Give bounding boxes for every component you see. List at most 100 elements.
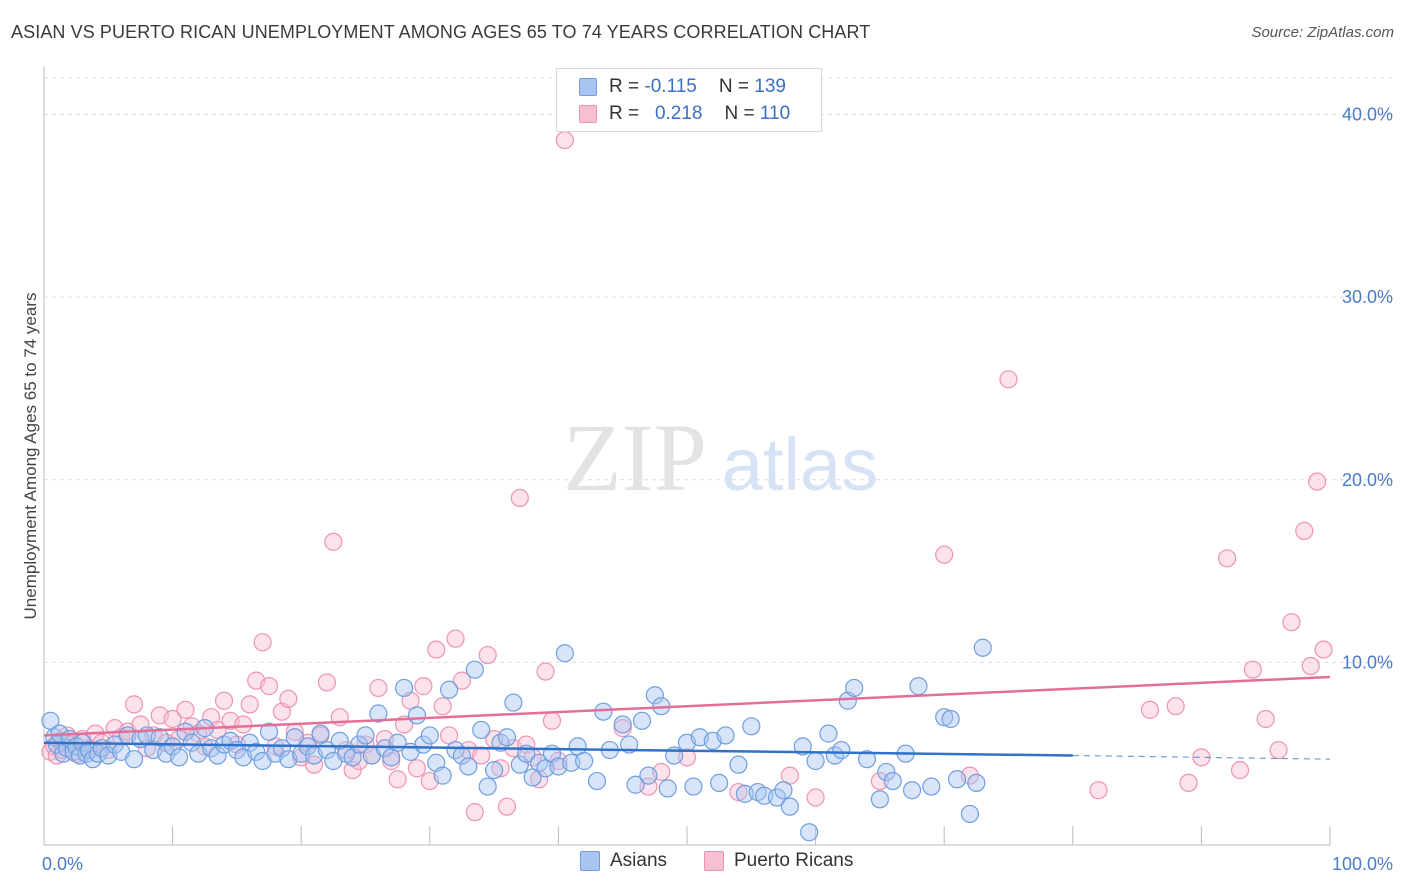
puerto-rican-point (491, 759, 510, 778)
asian-point (497, 728, 517, 747)
x-tick-label: 100.0% (1332, 854, 1393, 874)
legend-r-value-asians: -0.115 (644, 76, 697, 97)
puerto-rican-point (536, 662, 555, 681)
y-tick-label: 40.0% (1342, 105, 1393, 125)
asian-point (935, 708, 954, 727)
asian-point (587, 771, 607, 791)
y-axis-label: Unemployment Among Ages 65 to 74 years (21, 293, 40, 620)
asian-point (774, 781, 793, 800)
legend-n-value-puerto-ricans: 110 (759, 103, 791, 124)
watermark: ZIP atlas (563, 404, 878, 511)
asian-point (716, 726, 735, 745)
asian-point (240, 733, 259, 752)
asian-point (259, 722, 279, 741)
asian-point (414, 735, 433, 754)
legend-r-value-puerto-ricans: 0.218 (654, 103, 703, 124)
tick-labels: 10.0% 20.0% 30.0% 40.0% 0.0% 100.0% (42, 105, 1393, 874)
puerto-rican-point (343, 761, 362, 780)
asian-point (793, 737, 812, 756)
puerto-rican-point (478, 645, 497, 665)
bottom-legend-puerto-ricans[interactable]: Puerto Ricans (704, 850, 853, 872)
asian-trend-extension (1072, 754, 1331, 760)
puerto-rican-point (1218, 549, 1237, 568)
puerto-rican-point (1230, 761, 1250, 780)
asian-point (832, 740, 851, 760)
puerto-rican-point (542, 711, 562, 730)
puerto-rican-point (163, 709, 182, 729)
asian-point (349, 735, 369, 754)
puerto-rican-point (729, 782, 748, 802)
puerto-rican-point (1179, 773, 1198, 793)
legend-row-puerto-ricans: R = 0.218 N = 110 (579, 102, 790, 126)
asian-point (909, 677, 928, 696)
asian-point (658, 779, 677, 798)
watermark-atlas: atlas (722, 423, 878, 506)
asian-point (645, 686, 664, 705)
asian-point (575, 751, 594, 771)
puerto-rican-point (870, 771, 890, 791)
trend-lines (43, 675, 1331, 760)
chart-title: ASIAN VS PUERTO RICAN UNEMPLOYMENT AMONG… (11, 22, 871, 42)
puerto-rican-point (369, 678, 388, 698)
asian-point (877, 762, 896, 782)
asian-point (780, 797, 799, 816)
bottom-legend-asians[interactable]: Asians (580, 850, 667, 872)
asian-point (124, 750, 144, 769)
y-tick-label: 30.0% (1342, 287, 1393, 307)
legend-n-label: N = (724, 103, 755, 124)
puerto-rican-point (935, 545, 954, 564)
asian-point (941, 709, 960, 729)
puerto-rican-point (555, 130, 574, 150)
puerto-rican-point (1308, 472, 1327, 491)
asian-point (272, 739, 292, 758)
puerto-rican-trend-line (43, 675, 1331, 737)
asian-point (960, 804, 980, 824)
asian-point (857, 750, 877, 769)
x-tick-label: 0.0% (42, 854, 83, 874)
asian-point (767, 788, 787, 807)
asian-point (465, 660, 484, 679)
puerto-rican-point (465, 803, 484, 822)
legend-n-label: N = (718, 76, 749, 97)
asian-point (176, 722, 195, 741)
puerto-rican-swatch (579, 105, 597, 123)
puerto-rican-point (1256, 709, 1275, 729)
asian-point (684, 777, 703, 796)
asian-point (311, 724, 330, 743)
puerto-rican-point (304, 755, 324, 774)
legend: R = -0.115 N = 139 R = 0.218 N = 110 (556, 68, 822, 132)
source-credit: Source: ZipAtlas.com (1251, 24, 1394, 41)
puerto-rican-point (1314, 640, 1333, 659)
asian-point (420, 726, 439, 745)
puerto-rican-point (999, 370, 1018, 389)
asian-point (947, 770, 967, 789)
asian-point (169, 748, 189, 767)
asian-point (472, 720, 491, 740)
puerto-rican-point (446, 629, 465, 648)
puerto-rican-point (806, 788, 825, 807)
puerto-rican-point (356, 735, 375, 754)
asian-point (356, 726, 375, 745)
asian-point (800, 823, 819, 842)
asian-legend-label: Asians (610, 850, 668, 871)
asian-point (973, 638, 992, 657)
puerto-rican-point (407, 759, 427, 778)
asian-point (613, 715, 632, 734)
asian-point (182, 733, 201, 752)
watermark-zip: ZIP (563, 404, 707, 511)
puerto-rican-point (1166, 697, 1185, 716)
legend-row-asians: R = -0.115 N = 139 (579, 75, 786, 99)
asian-point (626, 775, 645, 794)
asian-legend-swatch (580, 851, 600, 871)
puerto-rican-point (234, 715, 253, 734)
asian-point (439, 680, 459, 699)
asian-point (729, 755, 748, 774)
puerto-rican-point (279, 689, 298, 709)
grid-lines (44, 77, 1392, 663)
asian-point (247, 742, 266, 761)
puerto-rican-point (1140, 700, 1160, 719)
y-tick-label: 20.0% (1342, 470, 1393, 490)
asian-trend-line (43, 741, 1073, 757)
puerto-rican-point (259, 677, 279, 696)
